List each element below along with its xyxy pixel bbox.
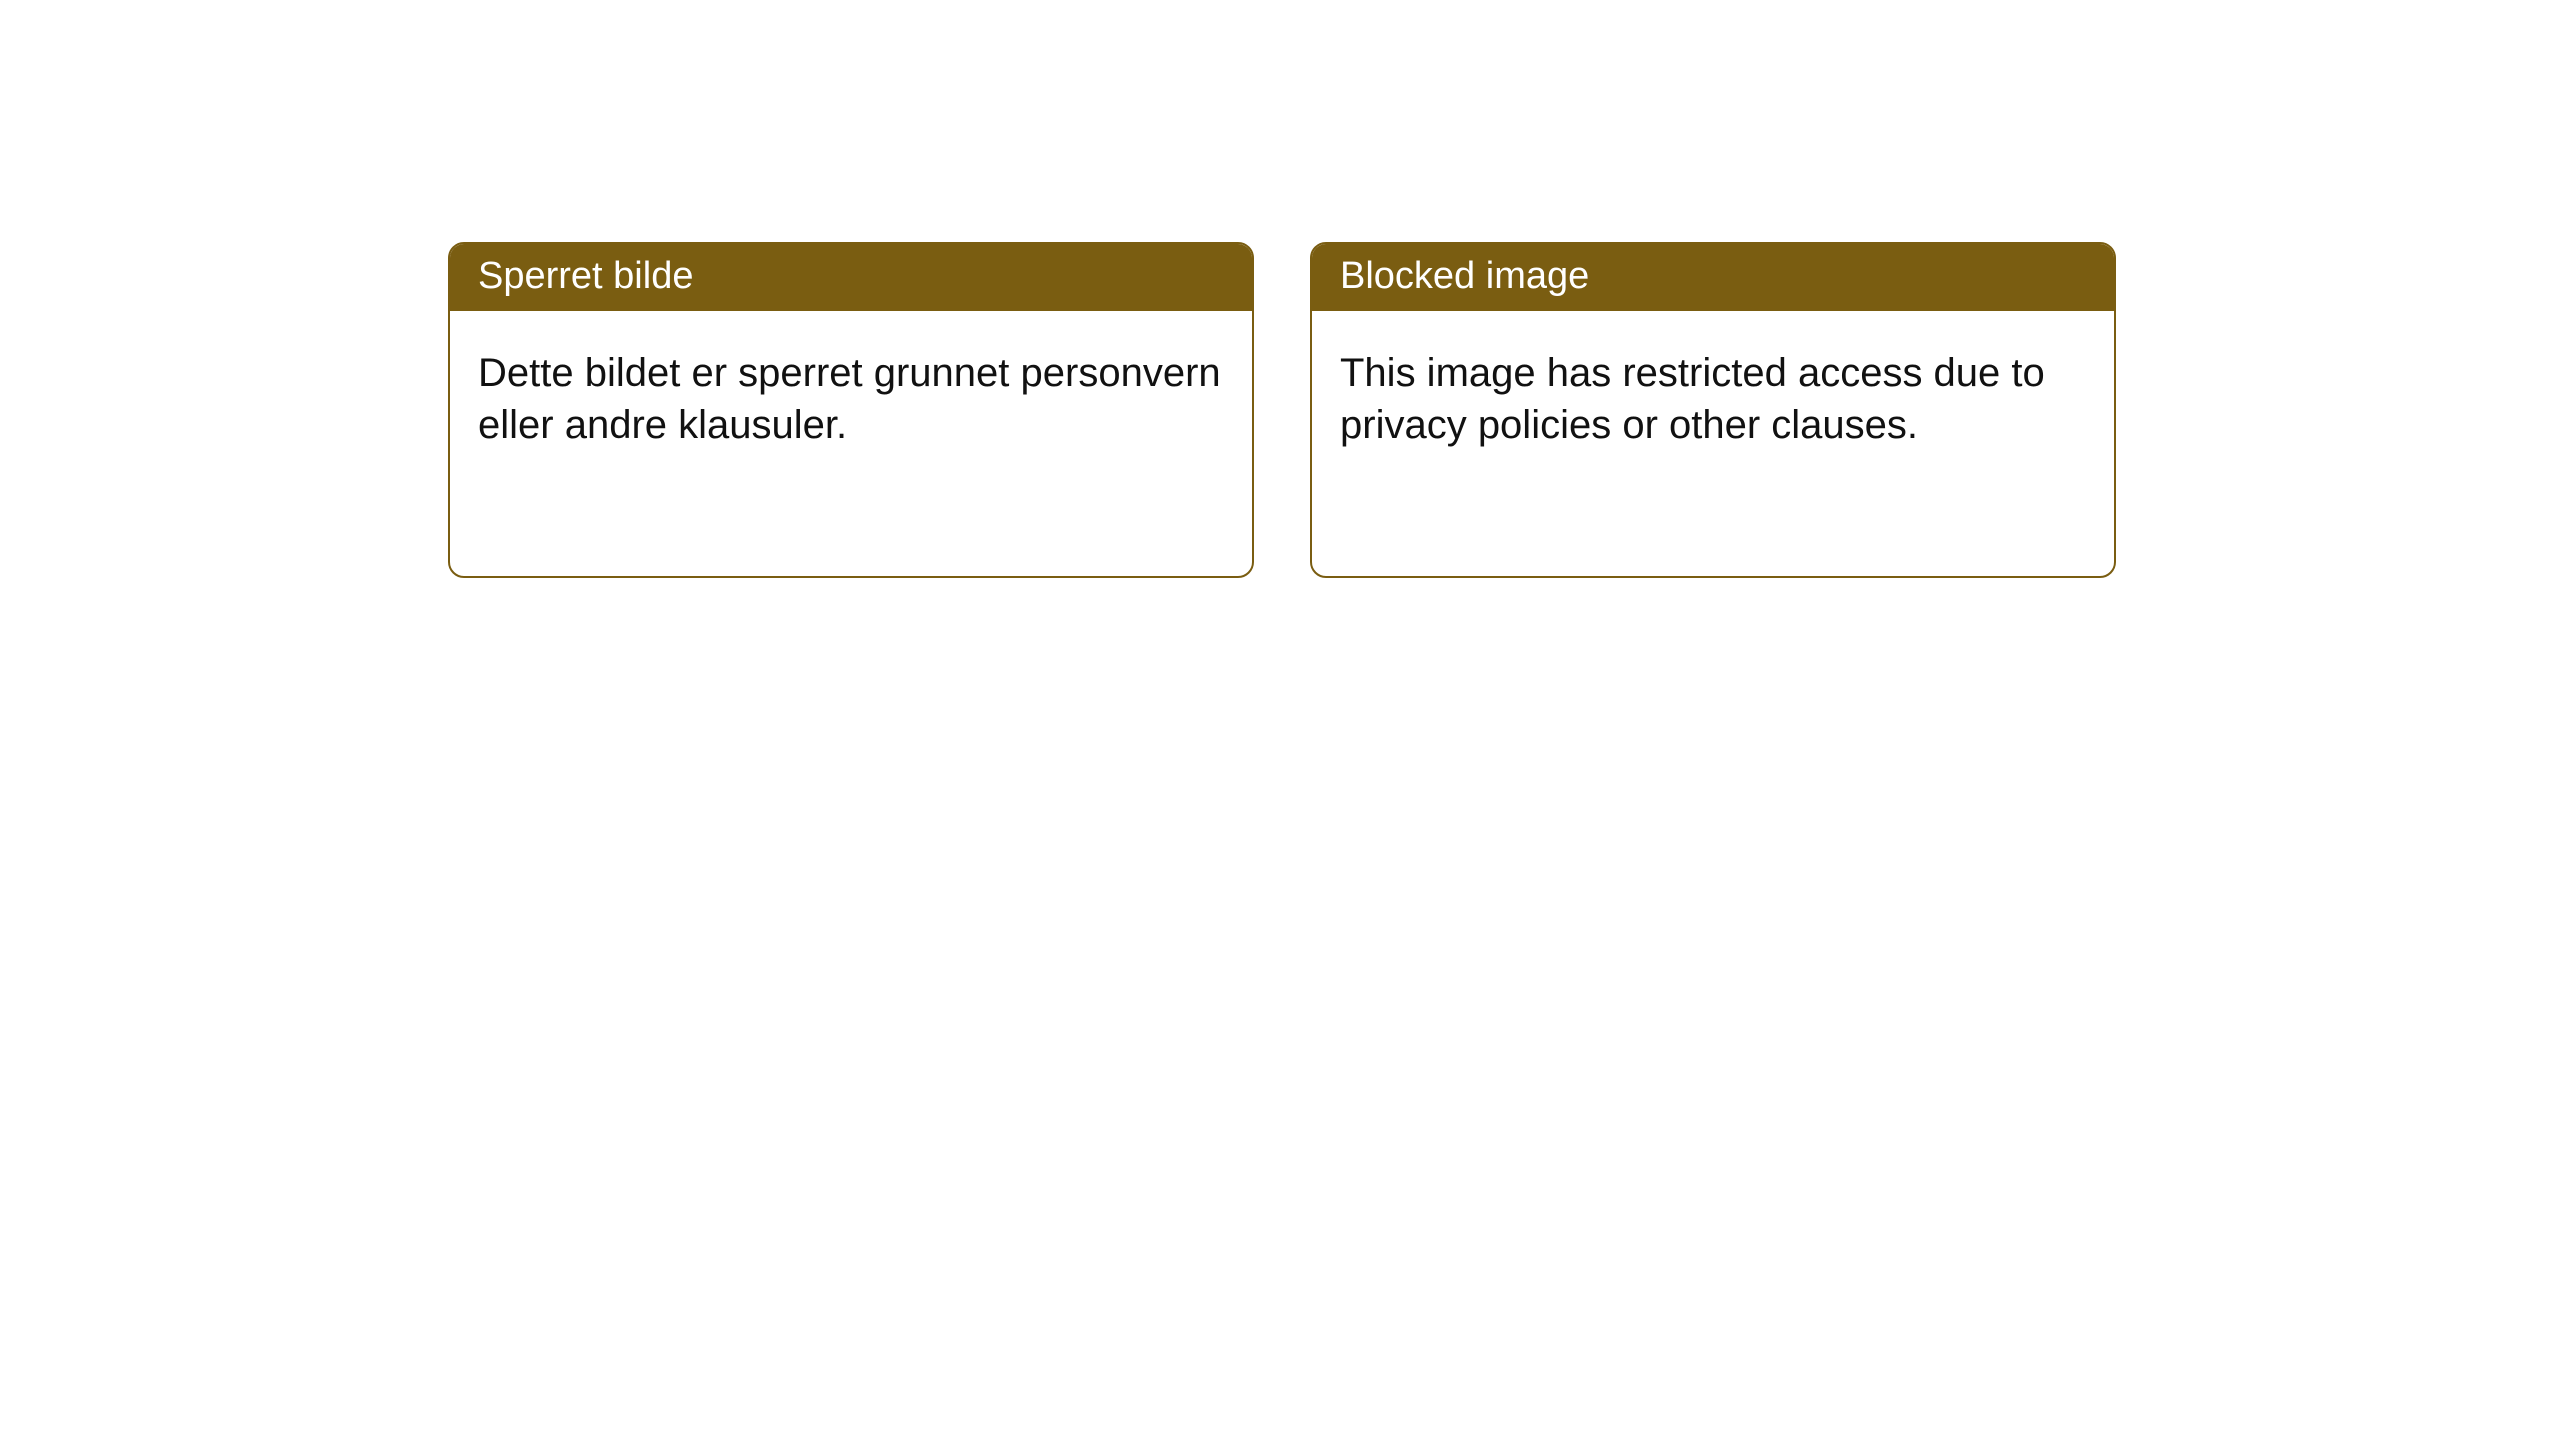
notice-card-english: Blocked image This image has restricted … [1310,242,2116,578]
notice-title-english: Blocked image [1312,244,2114,311]
notices-container: Sperret bilde Dette bildet er sperret gr… [0,0,2560,578]
notice-body-norwegian: Dette bildet er sperret grunnet personve… [450,311,1252,479]
notice-body-english: This image has restricted access due to … [1312,311,2114,479]
notice-card-norwegian: Sperret bilde Dette bildet er sperret gr… [448,242,1254,578]
notice-title-norwegian: Sperret bilde [450,244,1252,311]
